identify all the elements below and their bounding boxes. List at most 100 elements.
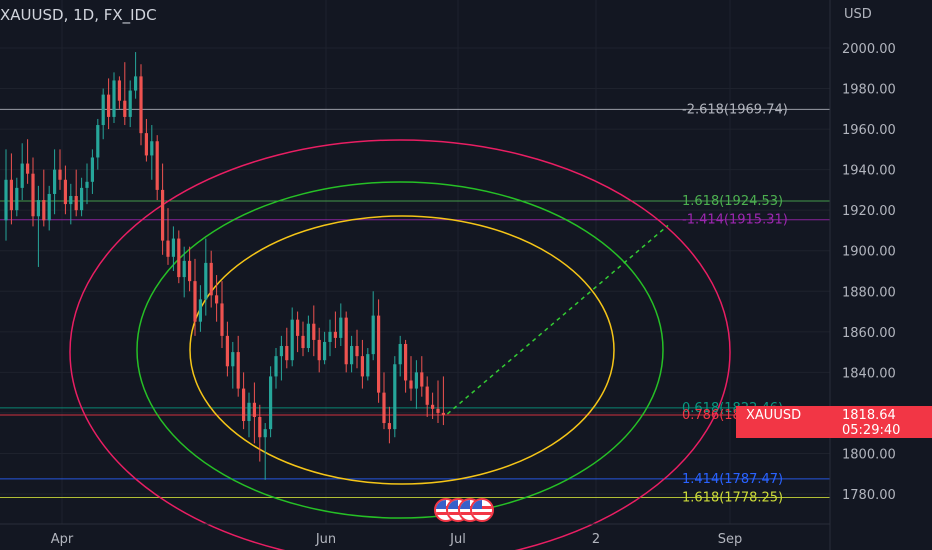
candle-body — [339, 317, 343, 338]
candle-body — [355, 346, 359, 357]
candle-body — [436, 408, 440, 413]
candle-body — [101, 94, 105, 126]
candle-body — [242, 388, 246, 422]
candle-body — [85, 181, 89, 188]
candle-body — [36, 200, 40, 217]
candle-body — [350, 346, 354, 365]
candle-body — [107, 94, 111, 117]
candle-body — [90, 157, 94, 182]
candle-body — [204, 262, 208, 300]
candle-body — [425, 386, 429, 405]
us-flag-event-icon[interactable] — [470, 498, 494, 522]
candle-body — [20, 163, 24, 188]
price-tick-label: 1920.00 — [842, 204, 896, 219]
candle-body — [247, 402, 251, 422]
candle-body — [441, 412, 445, 415]
candle-body — [128, 90, 132, 117]
candle-body — [382, 392, 386, 424]
candle-body — [285, 346, 289, 361]
candle-body — [323, 341, 327, 361]
price-tick-label: 1860.00 — [842, 326, 896, 341]
candle-body — [112, 80, 116, 117]
price-tick-label: 1960.00 — [842, 123, 896, 138]
candle-body — [371, 315, 375, 355]
candle-body — [301, 335, 305, 349]
candle-body — [431, 404, 435, 409]
candle-body — [306, 323, 310, 349]
price-axis — [830, 0, 932, 550]
candle-body — [117, 80, 121, 101]
price-tag-price: 1818.64 — [842, 408, 896, 423]
candle-body — [231, 352, 235, 367]
candle-body — [74, 195, 78, 211]
fib-level-label: 1.618(1778.25) — [682, 491, 783, 506]
candle-body — [80, 187, 84, 211]
price-tick-label: 1980.00 — [842, 83, 896, 98]
price-tick-label: 1880.00 — [842, 285, 896, 300]
candle-body — [393, 364, 397, 430]
candle-body — [177, 238, 181, 278]
candle-body — [134, 76, 138, 91]
fib-level-label: -1.414(1915.31) — [682, 213, 788, 228]
price-tick-label: 2000.00 — [842, 42, 896, 57]
candle-body — [63, 179, 67, 205]
candle-body — [328, 331, 332, 342]
candle-body — [171, 238, 175, 257]
currency-label: USD — [844, 7, 872, 22]
fib-level-label: -2.618(1969.74) — [682, 102, 788, 117]
fib-circle-outer — [69, 139, 731, 550]
candle-body — [220, 303, 224, 336]
projection-line — [446, 224, 669, 415]
candle-body — [139, 76, 143, 134]
candle-body — [387, 423, 391, 430]
candle-body — [155, 141, 159, 190]
candle-body — [377, 315, 381, 393]
price-tag-timer: 05:29:40 — [842, 423, 901, 438]
price-tick-label: 1800.00 — [842, 447, 896, 462]
candle-body — [144, 133, 148, 156]
candle-body — [420, 372, 424, 387]
candle-body — [96, 125, 100, 158]
price-tick-label: 1900.00 — [842, 245, 896, 260]
candle-body — [263, 429, 267, 438]
candle-body — [333, 331, 337, 338]
candle-body — [58, 169, 62, 180]
candle-body — [53, 169, 57, 194]
candle-body — [398, 343, 402, 365]
candle-body — [252, 402, 256, 417]
time-tick-label: Sep — [718, 532, 743, 547]
candle-body — [274, 356, 278, 377]
candle-body — [9, 179, 13, 211]
candle-body — [209, 262, 213, 296]
candle-body — [269, 376, 273, 430]
candle-body — [279, 346, 283, 357]
price-tag-symbol: XAUUSD — [746, 408, 802, 423]
fib-level-label: 1.618(1924.53) — [682, 194, 783, 209]
candle-body — [360, 356, 364, 377]
candle-body — [123, 100, 127, 117]
time-tick-label: Apr — [51, 532, 74, 547]
candle-body — [198, 299, 202, 322]
fib-circle-middle — [136, 181, 664, 519]
candle-body — [317, 339, 321, 361]
price-tick-label: 1840.00 — [842, 366, 896, 381]
candle-body — [166, 240, 170, 257]
candle-body — [69, 195, 73, 205]
time-tick-label: Jul — [449, 532, 466, 547]
candle-body — [236, 352, 240, 389]
candle-body — [161, 189, 165, 241]
candle-body — [414, 372, 418, 389]
candle-body — [15, 187, 19, 211]
candle-body — [193, 281, 197, 322]
candle-body — [26, 163, 30, 174]
candle-body — [344, 317, 348, 365]
candle-body — [258, 416, 262, 438]
candle-body — [366, 354, 370, 377]
candle-body — [42, 200, 46, 221]
time-tick-label: Jun — [315, 532, 336, 547]
fib-circle-inner — [189, 215, 615, 485]
candle-body — [290, 319, 294, 361]
candle-body — [296, 319, 300, 336]
candle-body — [182, 260, 186, 278]
